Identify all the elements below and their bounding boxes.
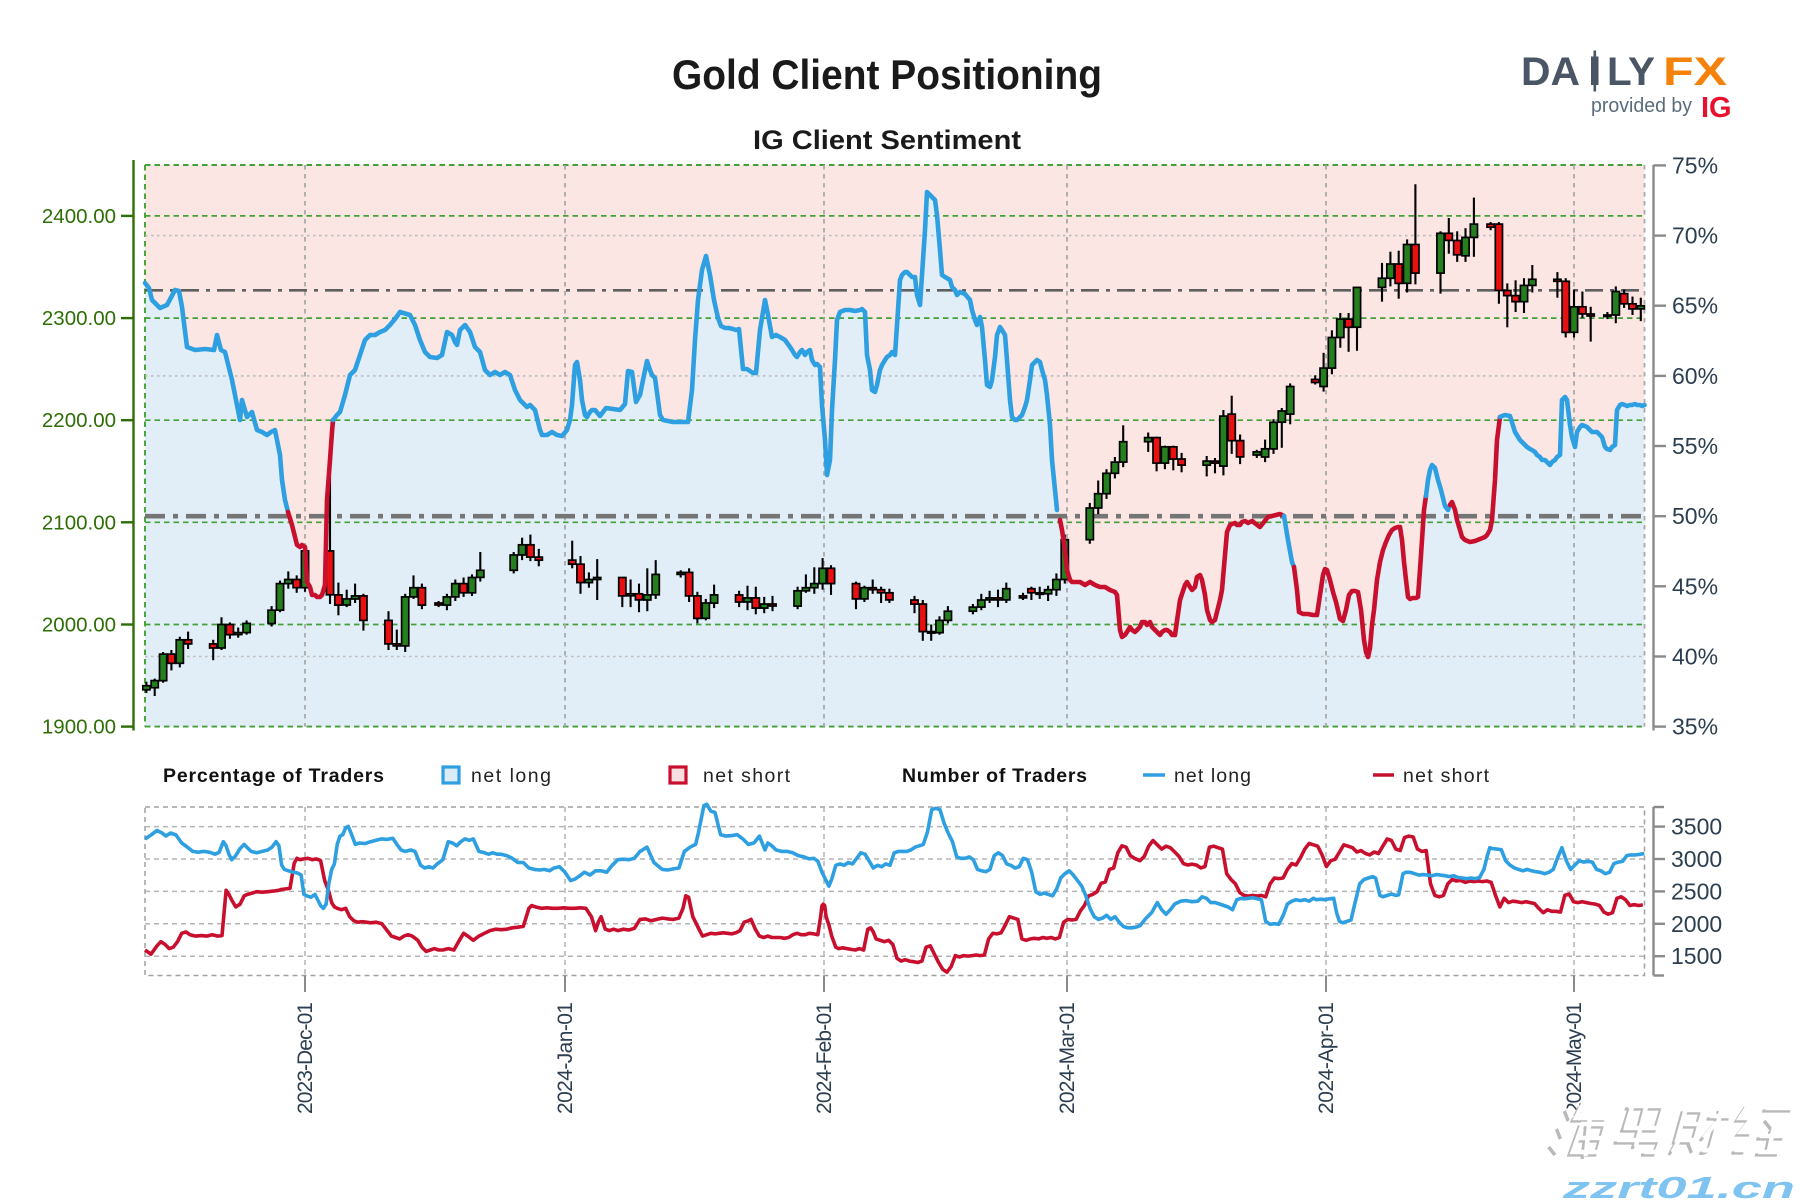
svg-text:2200.00: 2200.00	[42, 409, 116, 432]
svg-text:LY: LY	[1607, 50, 1655, 94]
svg-text:3500: 3500	[1671, 814, 1722, 840]
svg-text:2500: 2500	[1671, 878, 1722, 904]
svg-text:IG: IG	[1701, 92, 1732, 124]
svg-text:2024-Jan-01: 2024-Jan-01	[554, 1002, 577, 1114]
svg-text:FX: FX	[1663, 50, 1727, 94]
svg-text:75%: 75%	[1672, 152, 1718, 178]
svg-text:net short: net short	[1403, 765, 1490, 787]
svg-text:2300.00: 2300.00	[42, 307, 116, 330]
svg-text:2023-Dec-01: 2023-Dec-01	[294, 1002, 317, 1114]
svg-text:Gold Client Positioning: Gold Client Positioning	[672, 51, 1102, 98]
svg-text:3000: 3000	[1671, 846, 1722, 872]
svg-text:1500: 1500	[1671, 943, 1722, 969]
svg-text:2024-Mar-01: 2024-Mar-01	[1056, 1002, 1079, 1114]
svg-text:2000: 2000	[1671, 911, 1722, 937]
svg-text:50%: 50%	[1672, 503, 1718, 529]
svg-text:35%: 35%	[1672, 714, 1718, 740]
svg-text:2024-May-01: 2024-May-01	[1563, 1002, 1586, 1114]
svg-text:net long: net long	[471, 765, 551, 787]
svg-text:55%: 55%	[1672, 433, 1718, 459]
svg-text:60%: 60%	[1672, 363, 1718, 389]
svg-text:65%: 65%	[1672, 293, 1718, 319]
svg-text:2024-Apr-01: 2024-Apr-01	[1315, 1002, 1338, 1114]
svg-text:DA: DA	[1521, 50, 1580, 94]
svg-text:2024-Feb-01: 2024-Feb-01	[813, 1002, 836, 1114]
svg-text:Percentage of Traders: Percentage of Traders	[163, 765, 384, 787]
svg-text:70%: 70%	[1672, 223, 1718, 249]
svg-text:Number of Traders: Number of Traders	[902, 765, 1087, 787]
svg-text:net long: net long	[1174, 765, 1251, 787]
svg-text:2100.00: 2100.00	[42, 511, 116, 534]
svg-text:2400.00: 2400.00	[42, 205, 116, 228]
svg-text:45%: 45%	[1672, 573, 1718, 599]
svg-text:2000.00: 2000.00	[42, 614, 116, 637]
svg-text:40%: 40%	[1672, 644, 1718, 670]
svg-text:zzrt01.cn: zzrt01.cn	[1561, 1170, 1795, 1200]
svg-text:IG Client Sentiment: IG Client Sentiment	[753, 125, 1021, 155]
svg-text:provided by: provided by	[1591, 95, 1692, 117]
svg-text:net short: net short	[703, 765, 791, 787]
svg-text:1900.00: 1900.00	[42, 716, 116, 739]
